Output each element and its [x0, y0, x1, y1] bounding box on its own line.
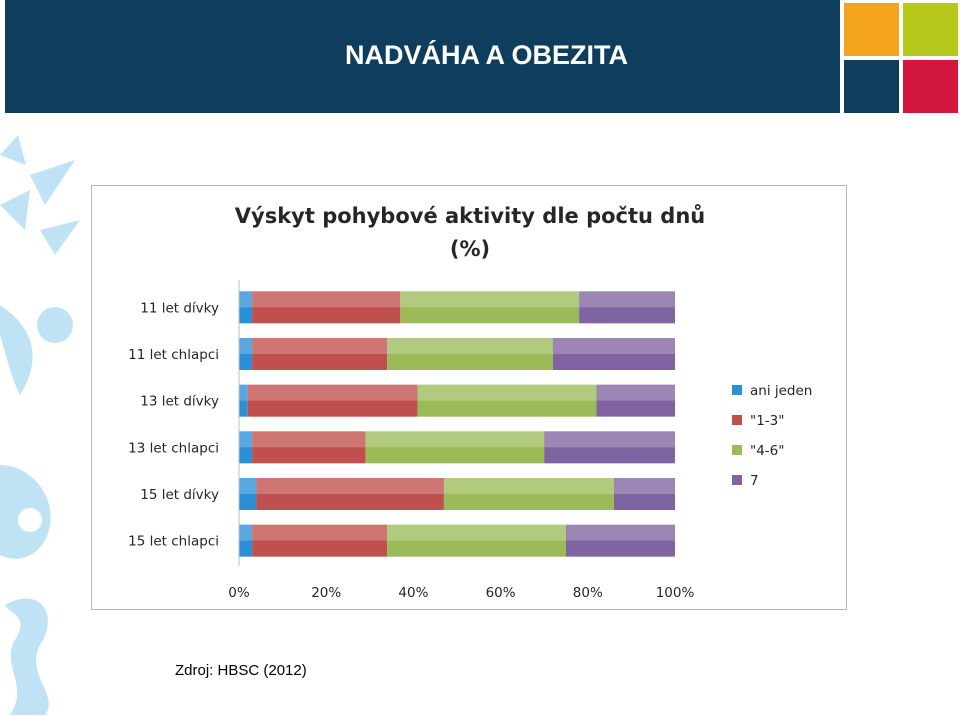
legend-label: "1-3" [750, 413, 784, 429]
bar-segment [252, 291, 401, 324]
decor-wave [5, 598, 49, 715]
decor-ray [0, 190, 30, 230]
bar-segment [443, 478, 614, 510]
decor-body [0, 305, 33, 395]
decorative-logo-figure [0, 135, 80, 715]
bar-segment [252, 338, 388, 370]
decor-dot [18, 508, 42, 532]
bar-segment [247, 384, 418, 417]
x-tick-label: 80% [573, 585, 603, 601]
category-label: 13 let chlapci [128, 440, 219, 456]
bar-segment [552, 338, 675, 370]
category-label: 11 let chlapci [128, 347, 219, 363]
bar-segment-highlight [443, 478, 614, 494]
bar-segment [417, 384, 597, 417]
bar-segment [239, 478, 257, 510]
bar-segment-highlight [566, 524, 675, 541]
category-label: 15 let chlapci [128, 534, 219, 550]
bar-segment [544, 431, 675, 464]
bar-segment-highlight [579, 291, 675, 308]
bar-segment [579, 291, 675, 324]
decor-ray [0, 135, 26, 165]
legend-swatch [732, 445, 742, 455]
bar-segment-highlight [596, 384, 675, 401]
x-tick-label: 100% [656, 585, 695, 601]
accent-square-orange [844, 3, 899, 56]
bar-segment [387, 338, 553, 370]
bar-segment-highlight [365, 431, 545, 448]
accent-square-navy [844, 60, 899, 113]
bar-segment-highlight [247, 384, 418, 401]
bar-segment-highlight [239, 384, 248, 401]
bar-segment-highlight [252, 338, 388, 354]
bar-segment [239, 524, 253, 557]
bar-segment [596, 384, 675, 417]
bar-segment [365, 431, 545, 464]
bar-segment [400, 291, 580, 324]
slide-title: NADVÁHA A OBEZITA [345, 40, 628, 70]
bar-segment-highlight [239, 291, 253, 308]
category-label: 11 let dívky [140, 300, 219, 316]
legend-label: "4-6" [750, 443, 784, 459]
chart-title-line: (%) [450, 237, 490, 261]
bar-segment [252, 524, 388, 557]
bar-segment [256, 478, 444, 510]
bar-segment [239, 431, 253, 464]
chart-frame: Výskyt pohybové aktivity dle počtu dnů (%… [91, 185, 847, 610]
bar-segment [239, 291, 253, 324]
bar-segment-highlight [417, 384, 597, 401]
bar-segment-highlight [252, 291, 401, 308]
x-tick-label: 20% [311, 585, 341, 601]
decor-head [37, 307, 73, 343]
bar-segment-highlight [239, 478, 257, 494]
bar-segment [613, 478, 675, 510]
x-tick-label: 0% [228, 585, 250, 601]
x-tick-label: 40% [398, 585, 428, 601]
title-banner: NADVÁHA A OBEZITA [5, 0, 840, 113]
bar-segment-highlight [256, 478, 444, 494]
stacked-bar-chart: Výskyt pohybové aktivity dle počtu dnů (%… [128, 204, 812, 601]
bar-segment-highlight [252, 524, 388, 541]
legend-swatch [732, 385, 742, 395]
bar-segment-highlight [239, 431, 253, 448]
category-label: 13 let dívky [140, 394, 219, 410]
bar-segment [239, 338, 253, 370]
bar-segment [387, 524, 566, 557]
bar-segment-highlight [400, 291, 580, 308]
chart-title-line: Výskyt pohybové aktivity dle počtu dnů [235, 204, 705, 228]
bar-segment-highlight [252, 431, 366, 448]
bar-segment-highlight [613, 478, 675, 494]
bar-segment [566, 524, 675, 557]
source-note: Zdroj: HBSC (2012) [175, 662, 307, 679]
x-tick-label: 60% [486, 585, 516, 601]
bar-segment-highlight [552, 338, 675, 354]
bar-segment-highlight [387, 338, 553, 354]
category-label: 15 let dívky [140, 487, 219, 503]
bar-segment [252, 431, 366, 464]
legend-label: ani jeden [750, 383, 812, 399]
accent-square-green [903, 3, 958, 56]
legend-swatch [732, 475, 742, 485]
bar-segment-highlight [387, 524, 566, 541]
accent-square-red [903, 60, 958, 113]
legend-swatch [732, 415, 742, 425]
decor-ray [30, 160, 75, 205]
bar-segment [239, 384, 248, 417]
bar-segment-highlight [544, 431, 675, 448]
legend-label: 7 [750, 473, 759, 489]
bar-segment-highlight [239, 524, 253, 541]
decor-ray [40, 220, 80, 255]
bar-segment-highlight [239, 338, 253, 354]
